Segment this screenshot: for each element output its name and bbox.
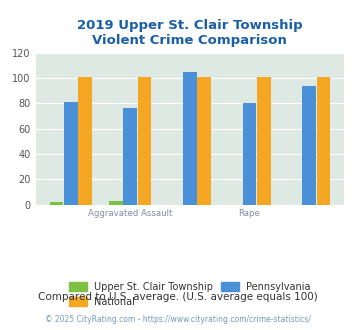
Bar [138,77,152,205]
Bar [183,72,197,205]
Text: © 2025 CityRating.com - https://www.cityrating.com/crime-statistics/: © 2025 CityRating.com - https://www.city… [45,315,310,324]
Bar [302,86,316,205]
Bar [78,77,92,205]
Bar [317,77,330,205]
Bar [197,77,211,205]
Bar [109,201,123,205]
Bar [243,103,256,205]
Bar [50,202,63,205]
Title: 2019 Upper St. Clair Township
Violent Crime Comparison: 2019 Upper St. Clair Township Violent Cr… [77,19,303,48]
Bar [64,102,77,205]
Text: Compared to U.S. average. (U.S. average equals 100): Compared to U.S. average. (U.S. average … [38,292,317,302]
Legend: Upper St. Clair Township, National, Pennsylvania: Upper St. Clair Township, National, Penn… [65,278,315,311]
Bar [124,109,137,205]
Bar [257,77,271,205]
